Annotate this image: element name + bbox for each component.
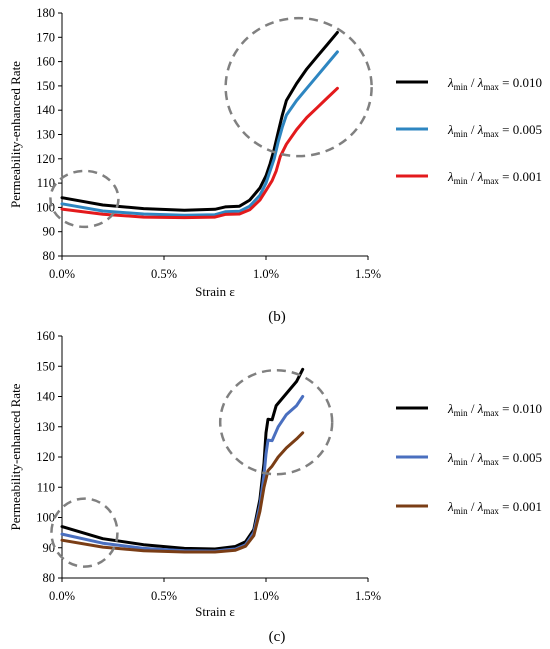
chart-panel-b: 80 90 100 110 120 130 140 150 160 170 180 0.0% 0.5% 1… bbox=[8, 6, 542, 325]
legend-entry: λmin / λmax = 0.005 bbox=[447, 450, 542, 467]
y-tick-label: 130 bbox=[36, 420, 55, 434]
dashed-circle-end bbox=[218, 368, 334, 476]
dashed-circle-end bbox=[224, 16, 373, 158]
x-axis-title: Strain ε bbox=[195, 284, 235, 299]
x-axis-title: Strain ε bbox=[195, 604, 235, 619]
y-tick-label: 90 bbox=[43, 225, 56, 239]
chart-panel-c: 80 90 100 110 120 130 140 150 160 0.0% 0.5% 1.0% 1.5… bbox=[8, 329, 542, 645]
legend-entry: λmin / λmax = 0.010 bbox=[447, 401, 542, 418]
legend-entry: λmin / λmax = 0.005 bbox=[447, 122, 542, 139]
y-tick-label: 110 bbox=[37, 480, 55, 494]
x-tick-label: 1.0% bbox=[253, 589, 279, 603]
legend-entry: λmin / λmax = 0.001 bbox=[447, 499, 542, 516]
x-tick-label: 1.0% bbox=[253, 267, 279, 281]
y-axis-title: Permeability-enhanced Rate bbox=[8, 383, 23, 530]
dashed-circle-origin bbox=[50, 497, 119, 568]
y-tick-label: 80 bbox=[43, 571, 56, 585]
x-tick-label: 0.0% bbox=[49, 267, 75, 281]
x-tick-label: 0.5% bbox=[151, 589, 177, 603]
series-line-0-001 bbox=[60, 431, 305, 554]
dashed-circle-origin bbox=[49, 169, 120, 229]
legend-entry: λmin / λmax = 0.010 bbox=[447, 75, 542, 92]
y-tick-label: 120 bbox=[36, 152, 55, 166]
series-line-0-001 bbox=[60, 86, 339, 220]
series-line-0-010 bbox=[60, 30, 339, 212]
y-tick-label: 110 bbox=[37, 176, 55, 190]
y-tick-label: 140 bbox=[36, 103, 55, 117]
y-tick-label: 100 bbox=[36, 511, 55, 525]
panel-label: (c) bbox=[269, 629, 286, 645]
y-tick-label: 130 bbox=[36, 128, 55, 142]
series-line-0-005 bbox=[60, 50, 339, 217]
x-tick-label: 0.0% bbox=[49, 589, 75, 603]
x-tick-label: 0.5% bbox=[151, 267, 177, 281]
y-axis-title: Permeability-enhanced Rate bbox=[8, 61, 23, 208]
y-tick-label: 150 bbox=[36, 359, 55, 373]
panel-label: (b) bbox=[268, 309, 286, 325]
legend-entry: λmin / λmax = 0.001 bbox=[447, 169, 542, 186]
y-tick-label: 160 bbox=[36, 55, 55, 69]
y-tick-label: 100 bbox=[36, 200, 55, 214]
y-tick-label: 150 bbox=[36, 79, 55, 93]
y-tick-label: 170 bbox=[36, 30, 55, 44]
y-tick-label: 140 bbox=[36, 390, 55, 404]
y-tick-label: 180 bbox=[36, 6, 55, 20]
y-tick-label: 80 bbox=[43, 249, 56, 263]
y-tick-label: 160 bbox=[36, 329, 55, 343]
y-tick-label: 90 bbox=[43, 541, 56, 555]
y-tick-label: 120 bbox=[36, 450, 55, 464]
x-tick-label: 1.5% bbox=[355, 589, 381, 603]
x-tick-label: 1.5% bbox=[355, 267, 381, 281]
